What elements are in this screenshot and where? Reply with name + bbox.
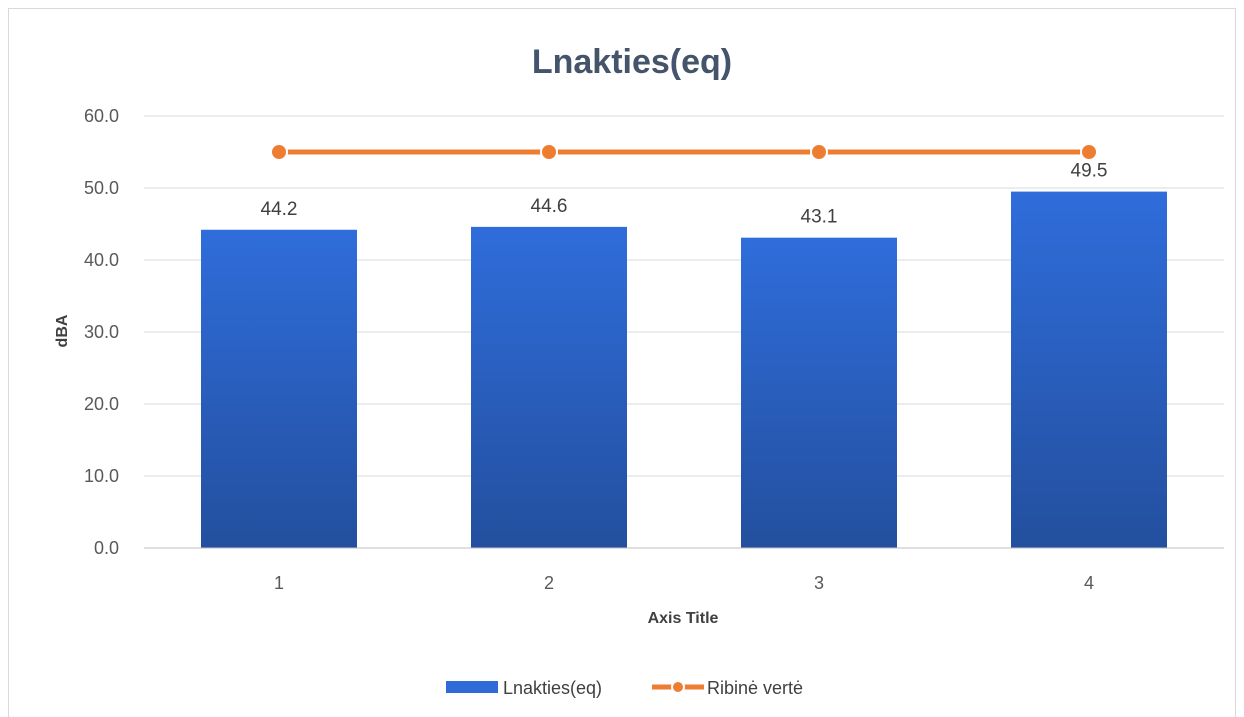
data-label: 49.5 [1071,161,1108,182]
threshold-marker [270,143,288,161]
y-tick-label: 30.0 [84,322,119,342]
legend: Lnakties(eq) Ribinė vertė [446,678,803,698]
legend-swatch-bar [446,681,498,693]
bar [1011,191,1167,548]
y-tick-label: 60.0 [84,106,119,126]
y-tick-label: 20.0 [84,394,119,414]
x-tick-label: 1 [274,573,284,593]
y-tick-label: 0.0 [94,538,119,558]
threshold-line-series [270,143,1098,161]
x-axis-ticks: 1 2 3 4 [274,573,1094,593]
data-label: 44.6 [531,196,568,217]
threshold-marker [540,143,558,161]
data-labels: 44.2 44.6 43.1 49.5 [261,161,1108,228]
x-tick-label: 2 [544,573,554,593]
bar [741,237,897,548]
legend-label: Lnakties(eq) [503,678,602,698]
bars [201,191,1167,548]
x-axis-title: Axis Title [648,610,719,627]
y-tick-label: 10.0 [84,466,119,486]
threshold-marker [1080,143,1098,161]
threshold-marker [810,143,828,161]
x-tick-label: 4 [1084,573,1094,593]
y-tick-label: 40.0 [84,250,119,270]
data-label: 44.2 [261,199,298,220]
legend-label: Ribinė vertė [707,678,803,698]
bar [201,229,357,548]
y-axis-ticks: 0.0 10.0 20.0 30.0 40.0 50.0 60.0 [84,106,119,558]
y-axis-title: dBA [54,314,71,347]
data-label: 43.1 [801,207,838,228]
x-tick-label: 3 [814,573,824,593]
legend-swatch-marker [671,680,685,694]
chart-title: Lnakties(eq) [532,43,732,81]
bar [471,226,627,548]
y-tick-label: 50.0 [84,178,119,198]
